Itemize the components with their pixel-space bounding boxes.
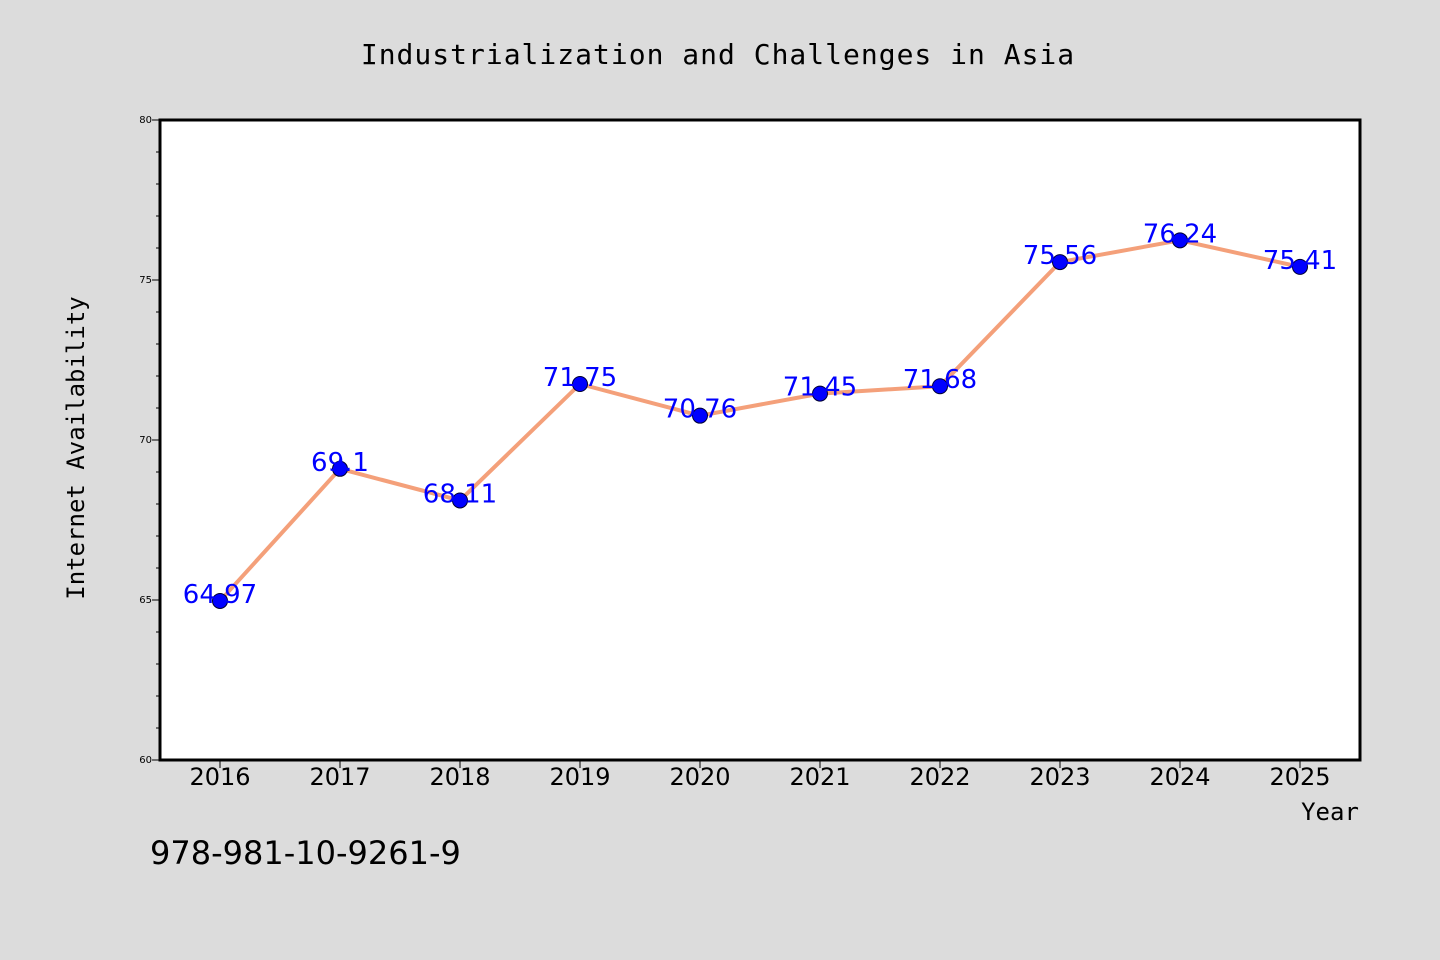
y-tick-label: 70 [139,435,152,446]
y-axis-label: Internet Availability [62,296,90,599]
x-tick-label: 2017 [309,763,370,791]
y-tick-label: 60 [139,755,152,766]
data-label: 75.41 [1263,246,1337,276]
x-axis-ticks: 2016 2017 2018 2019 2020 2021 2022 2023 2024 2025 [189,760,1331,791]
x-tick-label: 2016 [189,763,250,791]
x-tick-label: 2023 [1029,763,1090,791]
x-tick-label: 2018 [429,763,490,791]
data-point [1172,232,1188,249]
data-label: 71.68 [903,365,977,395]
data-label: 71.45 [783,373,857,403]
x-tick-label: 2022 [909,763,970,791]
data-label: 71.75 [543,363,617,393]
data-label: 76.24 [1143,219,1217,249]
y-tick-label: 75 [139,275,152,286]
series-line [218,238,1301,603]
x-tick-label: 2025 [1269,763,1330,791]
x-tick-label: 2020 [669,763,730,791]
data-point [1292,258,1308,275]
x-tick-label: 2019 [549,763,610,791]
y-tick-label: 80 [139,115,152,126]
data-point [332,460,348,477]
series-layer: 64.97 69.1 68.11 71.75 70.76 71.45 71.68 75.56 7… [183,219,1337,610]
x-axis-label: Year [1301,798,1359,826]
data-point [932,378,948,395]
y-tick-label: 65 [139,595,152,606]
plot-frame [158,118,1362,762]
data-point [692,407,708,424]
data-label: 75.56 [1023,241,1097,271]
data-label: 69.1 [311,448,369,478]
plot-area [160,120,1360,760]
data-point [572,376,588,392]
data-point [212,592,228,609]
chart-title: Industrialization and Challenges in Asia [361,38,1075,71]
isbn-text: 978-981-10-9261-9 [150,834,461,872]
x-tick-label: 2021 [789,763,850,791]
data-point [1052,254,1068,271]
data-point [452,492,468,509]
data-point [812,385,828,402]
data-label: 68.11 [423,479,497,509]
data-label: 70.76 [663,395,737,425]
data-label: 64.97 [183,580,257,610]
x-tick-label: 2024 [1149,763,1210,791]
